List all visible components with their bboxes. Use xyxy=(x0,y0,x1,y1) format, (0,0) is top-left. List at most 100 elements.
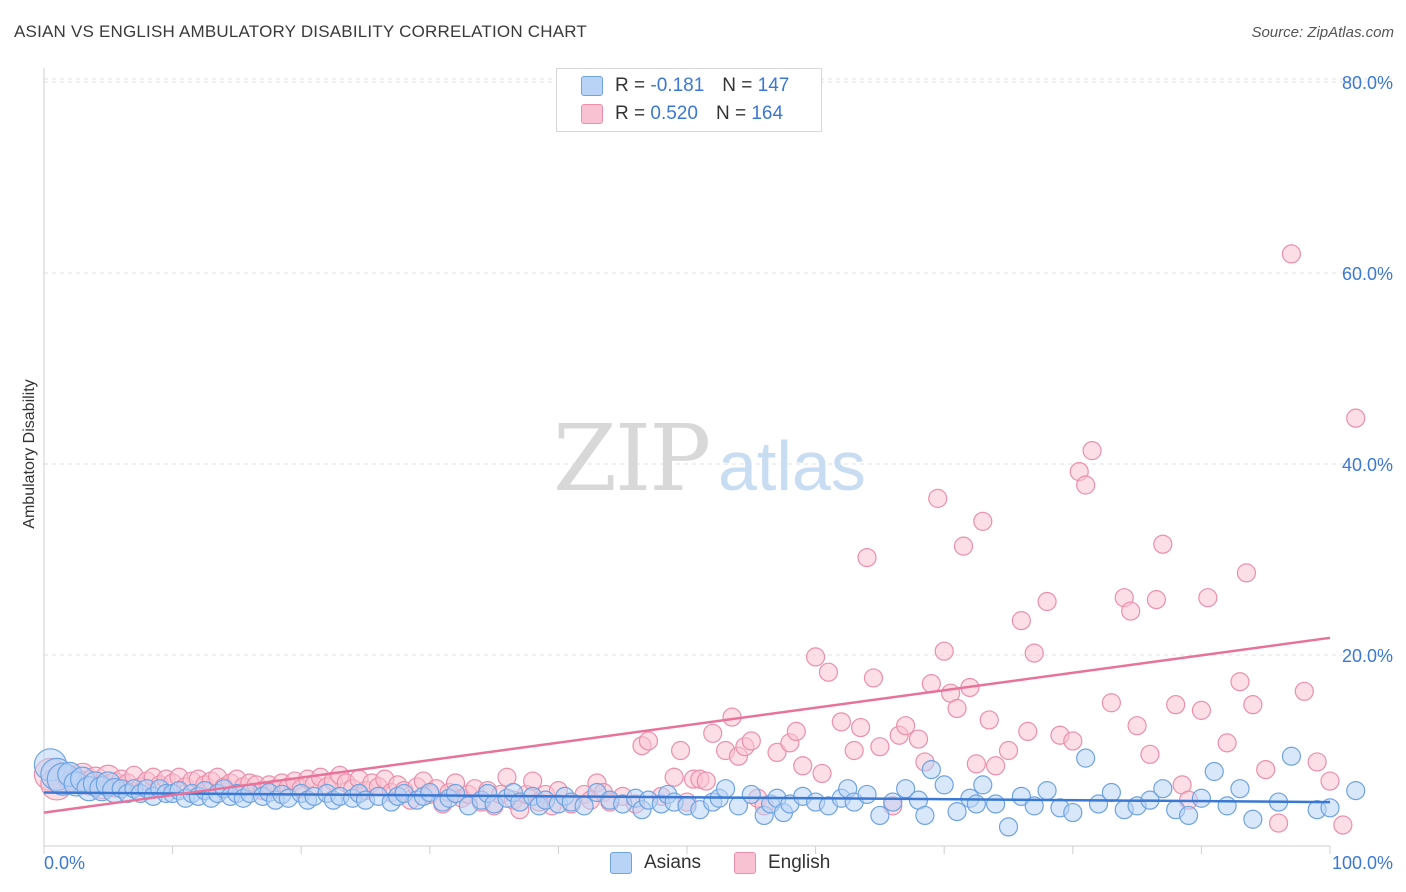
english-point-116 xyxy=(863,668,884,688)
english-point-113 xyxy=(844,740,864,761)
asians-legend-swatch xyxy=(610,852,632,874)
asians-point-116 xyxy=(1076,748,1096,768)
asians-point-98 xyxy=(870,805,890,826)
x-tick-label-0: 0.0% xyxy=(44,853,85,873)
asians-point-131 xyxy=(1281,746,1302,766)
asians-point-108 xyxy=(973,775,993,795)
english-swatch xyxy=(581,104,603,124)
asians-point-124 xyxy=(1178,805,1199,826)
english-point-156 xyxy=(1217,733,1237,753)
asians-point-107 xyxy=(966,794,986,814)
asians-point-125 xyxy=(1191,788,1212,808)
asians-point-126 xyxy=(1204,761,1224,782)
y-tick-label-80: 80.0% xyxy=(1342,73,1393,93)
legend-row-english: R = 0.520 N = 164 xyxy=(581,101,783,127)
english-point-159 xyxy=(1243,695,1263,715)
english-point-143 xyxy=(1082,441,1102,461)
asians-point-112 xyxy=(1024,796,1044,816)
english-point-130 xyxy=(966,754,986,774)
trend-lines xyxy=(43,636,1331,814)
y-tick-label-60: 60.0% xyxy=(1342,264,1393,284)
asians-swatch xyxy=(581,76,603,96)
source-label: Source: ZipAtlas.com xyxy=(1251,24,1394,41)
english-n-label: N = xyxy=(715,103,747,124)
english-point-97 xyxy=(703,723,723,743)
asians-point-129 xyxy=(1243,809,1263,829)
english-point-107 xyxy=(786,721,806,742)
english-point-105 xyxy=(767,742,787,763)
asians-point-52 xyxy=(420,782,440,803)
english-point-151 xyxy=(1166,695,1186,715)
series-legend: Asians English xyxy=(0,852,1406,880)
asians-point-110 xyxy=(998,817,1019,837)
english-point-128 xyxy=(953,536,974,556)
english-point-165 xyxy=(1320,771,1340,791)
english-point-167 xyxy=(1346,408,1366,428)
tick-labels: 20.0% 40.0% 60.0% 80.0% 0.0% 100.0% xyxy=(44,73,1393,873)
english-point-158 xyxy=(1236,563,1257,583)
english-points xyxy=(33,244,1366,835)
watermark-zip: ZIP xyxy=(553,405,709,512)
asians-point-55 xyxy=(445,783,466,804)
english-point-164 xyxy=(1307,752,1327,772)
english-point-155 xyxy=(1198,588,1218,608)
asians-trend-line xyxy=(43,791,1331,804)
legend-item-english[interactable]: English xyxy=(734,852,830,874)
asians-point-69 xyxy=(574,796,594,816)
legend-row-asians: R = -0.181 N = 147 xyxy=(581,73,789,99)
english-point-96 xyxy=(696,771,716,791)
english-r-value: 0.520 xyxy=(650,103,698,124)
english-point-134 xyxy=(998,740,1019,761)
english-point-135 xyxy=(1011,611,1031,631)
english-point-146 xyxy=(1121,601,1141,621)
asians-point-122 xyxy=(1153,779,1173,799)
asians-n-value: 147 xyxy=(757,75,790,96)
english-point-124 xyxy=(928,488,948,508)
english-point-136 xyxy=(1018,721,1038,742)
asians-point-118 xyxy=(1101,782,1121,803)
english-point-150 xyxy=(1153,534,1173,554)
asians-point-102 xyxy=(915,805,935,826)
english-point-162 xyxy=(1281,244,1302,264)
asians-point-134 xyxy=(1346,781,1366,801)
asians-legend-label: Asians xyxy=(644,852,702,873)
english-point-161 xyxy=(1268,813,1289,833)
english-point-160 xyxy=(1256,759,1276,780)
english-point-91 xyxy=(664,767,684,787)
watermark-atlas: atlas xyxy=(718,427,866,505)
legend-item-asians[interactable]: Asians xyxy=(610,852,701,874)
english-n-value: 164 xyxy=(751,103,784,124)
english-point-92 xyxy=(670,740,691,761)
asian-points xyxy=(33,746,1366,837)
gridlines xyxy=(44,78,1394,656)
english-legend-swatch xyxy=(734,852,756,874)
watermark: ZIP atlas xyxy=(553,405,866,512)
english-point-114 xyxy=(851,717,871,738)
english-point-147 xyxy=(1127,716,1147,736)
english-point-102 xyxy=(741,731,761,751)
asians-point-128 xyxy=(1230,779,1250,799)
asians-point-85 xyxy=(741,784,761,805)
asians-point-113 xyxy=(1037,781,1057,801)
english-point-142 xyxy=(1076,475,1096,495)
asians-point-127 xyxy=(1217,796,1237,816)
correlation-legend: R = -0.181 N = 147 R = 0.520 N = 164 xyxy=(556,68,822,132)
x-tick-label-100: 100.0% xyxy=(1332,853,1393,873)
english-point-121 xyxy=(908,729,929,749)
english-point-154 xyxy=(1191,700,1212,720)
asians-point-133 xyxy=(1320,798,1340,818)
english-point-115 xyxy=(857,547,877,568)
english-point-112 xyxy=(831,712,851,732)
y-tick-label-20: 20.0% xyxy=(1342,646,1393,666)
asians-point-105 xyxy=(947,802,967,822)
english-point-132 xyxy=(979,710,999,730)
english-point-157 xyxy=(1230,672,1250,692)
english-point-137 xyxy=(1024,643,1044,663)
asians-point-104 xyxy=(934,775,954,795)
english-point-144 xyxy=(1101,693,1121,713)
english-r-label: R = xyxy=(615,103,646,124)
english-point-148 xyxy=(1140,744,1160,764)
english-point-127 xyxy=(947,698,967,719)
english-point-140 xyxy=(1063,731,1083,751)
